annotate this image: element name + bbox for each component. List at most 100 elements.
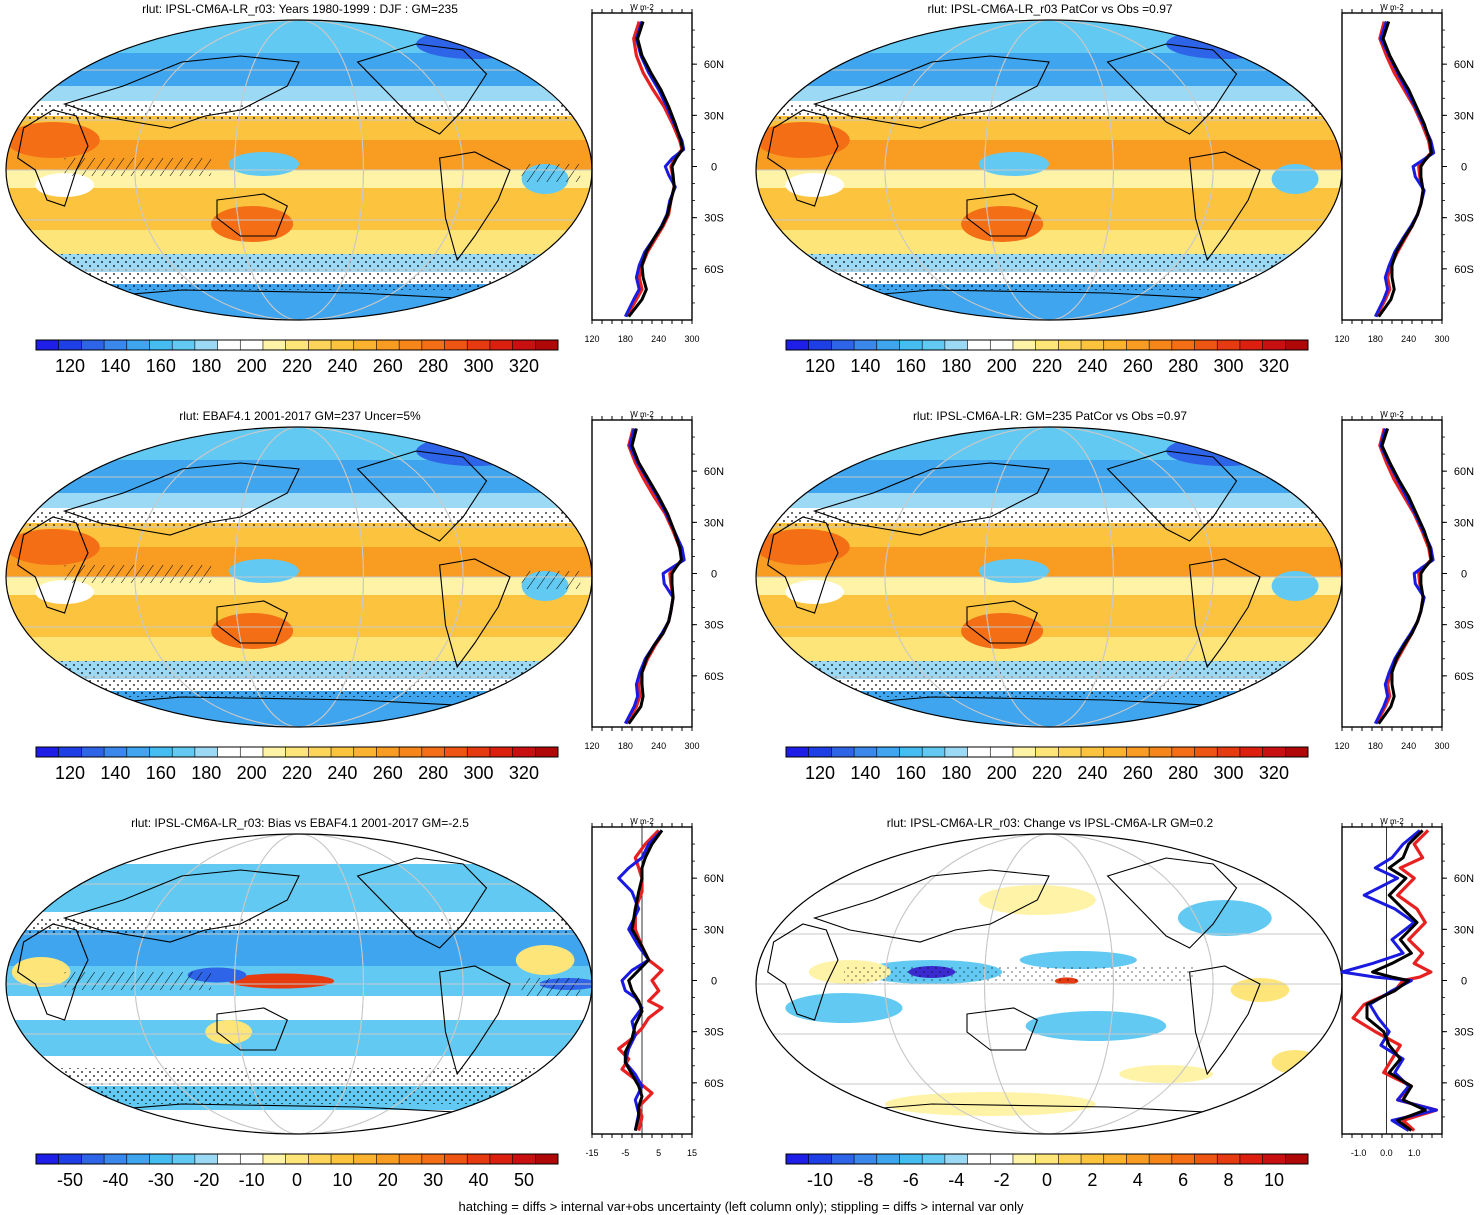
colorbar-swatch: [512, 747, 536, 757]
colorbar-tick-label: -10: [807, 1170, 833, 1190]
colorbar-tick-label: 180: [191, 356, 221, 376]
map-anomaly: [211, 613, 294, 649]
map-anomaly: [228, 152, 299, 176]
colorbar-swatch: [1171, 1154, 1195, 1164]
profile-lat-label: 60N: [704, 59, 724, 71]
profile-x-label: 5: [656, 1148, 661, 1158]
map-band: [756, 427, 1342, 461]
colorbar-swatch: [876, 747, 900, 757]
graticule-meridian: [884, 427, 1214, 727]
map-field: [6, 20, 592, 320]
colorbar-tick-label: 30: [423, 1170, 443, 1190]
coastline: [17, 516, 89, 614]
map-band: [6, 230, 592, 255]
map-anomaly: [6, 122, 100, 158]
colorbar-tick-label: 180: [941, 356, 971, 376]
colorbar-swatch: [944, 747, 968, 757]
colorbar-swatch: [58, 340, 82, 350]
colorbar: 120 140 160 180 200 220 240 260 280 300 320: [785, 339, 1309, 376]
colorbar-swatch: [831, 1154, 855, 1164]
colorbar-swatch: [194, 1154, 218, 1164]
colorbar-swatch: [1217, 1154, 1241, 1164]
colorbar-swatch: [58, 747, 82, 757]
profile-lat-label: 30N: [1454, 924, 1474, 936]
map-anomaly: [884, 1092, 1096, 1116]
colorbar-tick-label: -8: [857, 1170, 873, 1190]
colorbar-swatch: [126, 747, 150, 757]
colorbar-swatch: [421, 340, 445, 350]
map-anomaly: [978, 559, 1049, 583]
colorbar-tick-label: 280: [1168, 356, 1198, 376]
colorbar-tick-label: -20: [193, 1170, 219, 1190]
colorbar-swatch: [467, 340, 491, 350]
profile-lat-label: 30S: [1454, 213, 1474, 225]
stipple-region: [6, 254, 592, 290]
colorbar-tick-label: 280: [418, 356, 448, 376]
panel-title: rlut: IPSL-CM6A-LR_r03: Change vs IPSL-C…: [887, 816, 1214, 830]
coastline: [812, 55, 1050, 129]
colorbar-tick-label: -10: [239, 1170, 265, 1190]
colorbar-tick-label: 280: [1168, 763, 1198, 783]
colorbar-swatch: [262, 1154, 286, 1164]
colorbar-tick-label: 160: [896, 356, 926, 376]
stipple-region: [6, 661, 592, 697]
colorbar-swatch: [990, 1154, 1014, 1164]
colorbar-swatch: [308, 1154, 332, 1164]
colorbar-tick-label: -30: [148, 1170, 174, 1190]
profile-lat-label: 30N: [704, 924, 724, 936]
stipple-region: [6, 511, 592, 526]
profile-x-label: -5: [621, 1148, 629, 1158]
profile-x-label: -1.0: [1351, 1148, 1367, 1158]
stipple-region: [843, 966, 1196, 984]
colorbar-swatch: [1262, 340, 1286, 350]
colorbar-swatch: [376, 340, 400, 350]
profile-lat-label: 60S: [704, 1078, 724, 1090]
hatch-region: [64, 158, 212, 176]
coastline: [767, 516, 839, 614]
profile-series-blue: [1373, 21, 1436, 318]
colorbar-swatch: [1081, 340, 1105, 350]
colorbar-swatch: [104, 340, 128, 350]
map-anomaly: [416, 436, 534, 466]
colorbar-frame: [785, 746, 1309, 758]
coastline: [439, 965, 511, 1076]
hatch-region: [521, 571, 581, 589]
profile-x-label: 120: [1334, 334, 1349, 344]
colorbar-swatch: [240, 747, 264, 757]
profile-unit: W m-2: [1380, 817, 1404, 826]
colorbar-tick-label: 10: [1264, 1170, 1284, 1190]
colorbar-swatch: [240, 340, 264, 350]
colorbar: 120 140 160 180 200 220 240 260 280 300 320: [35, 339, 559, 376]
panel-4: rlut: IPSL-CM6A-LR: GM=235 PatCor vs Obs…: [755, 409, 1474, 783]
colorbar-swatch: [944, 1154, 968, 1164]
profile-x-label: 300: [1434, 741, 1449, 751]
colorbar-swatch: [421, 747, 445, 757]
map-band: [756, 86, 1342, 102]
map-band: [756, 595, 1342, 638]
profile-lat-label: 30S: [704, 1027, 724, 1039]
graticule-meridian: [884, 834, 1214, 1134]
profile-x-label: 120: [584, 334, 599, 344]
colorbar-swatch: [172, 340, 196, 350]
coastline: [216, 600, 288, 644]
colorbar-swatch: [535, 1154, 559, 1164]
colorbar-swatch: [285, 747, 309, 757]
colorbar-swatch: [512, 1154, 536, 1164]
coastline: [62, 869, 300, 943]
colorbar-tick-label: 10: [332, 1170, 352, 1190]
map-anomaly: [35, 580, 94, 604]
coastline: [216, 193, 288, 237]
map-field: [756, 20, 1342, 320]
colorbar-tick-label: 260: [373, 763, 403, 783]
colorbar-swatch: [1126, 340, 1150, 350]
colorbar-swatch: [444, 747, 468, 757]
profile-lat-label: 60N: [1454, 873, 1474, 885]
colorbar-tick-label: 260: [1123, 763, 1153, 783]
profile-lat-label: 60N: [1454, 466, 1474, 478]
colorbar-swatch: [399, 340, 423, 350]
colorbar-swatch: [1081, 747, 1105, 757]
profile-lat-label: 30N: [704, 517, 724, 529]
coastline: [812, 462, 1050, 536]
colorbar-swatch: [126, 1154, 150, 1164]
map-band: [6, 930, 592, 967]
